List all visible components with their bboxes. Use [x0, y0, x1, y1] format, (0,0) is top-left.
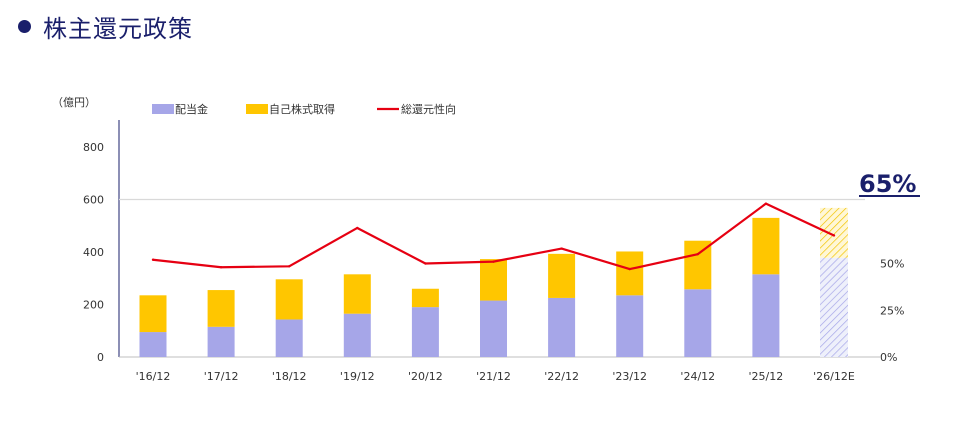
y-left-tick-label: 400 — [83, 246, 104, 259]
bar-dividend — [411, 307, 439, 357]
bar-dividend — [616, 295, 644, 357]
y-left-tick-label: 800 — [83, 141, 104, 154]
bar-buyback — [275, 279, 303, 320]
title-bullet-icon — [18, 19, 31, 33]
y-left-tick-label: 0 — [97, 351, 104, 364]
bar-dividend — [752, 274, 780, 357]
line-point — [764, 202, 768, 205]
line-layer — [151, 202, 836, 271]
line-point — [356, 226, 359, 230]
bar-dividend — [343, 313, 371, 357]
bar-dividend — [548, 297, 576, 357]
legend-buyback-swatch — [246, 104, 268, 114]
legend-dividend-label: 配当金 — [175, 102, 208, 116]
bar-buyback — [616, 251, 644, 296]
bar-buyback — [548, 253, 576, 298]
y-right-tick-label: 0% — [880, 351, 897, 364]
bars-layer — [139, 207, 848, 357]
x-tick-label: '16/12 — [136, 370, 171, 383]
line-point — [560, 247, 563, 250]
line-point — [628, 267, 631, 271]
line-point — [151, 258, 155, 261]
bar-dividend — [820, 257, 848, 357]
legend-dividend-swatch — [152, 104, 174, 114]
highlight-value: 65% — [859, 170, 916, 198]
line-point — [832, 234, 836, 237]
page-title: 株主還元政策 — [18, 8, 193, 44]
page-title-text: 株主還元政策 — [43, 14, 193, 43]
line-point — [492, 260, 495, 263]
line-point — [696, 252, 699, 256]
x-tick-label: '24/12 — [680, 370, 715, 383]
line-point — [424, 262, 427, 265]
x-tick-label: '17/12 — [204, 370, 239, 383]
x-tick-label: '26/12E — [813, 370, 855, 383]
bar-dividend — [480, 300, 507, 357]
x-tick-label: '22/12 — [544, 370, 579, 383]
x-tick-label: '25/12 — [749, 370, 784, 383]
x-tick-label: '21/12 — [476, 370, 511, 383]
bar-dividend — [275, 319, 303, 357]
bar-buyback — [207, 290, 235, 327]
bar-buyback — [343, 274, 371, 314]
bar-buyback — [480, 259, 507, 301]
y-right-tick-label: 25% — [880, 304, 904, 317]
unit-label: （億円） — [52, 96, 96, 109]
line-point — [219, 266, 223, 269]
x-tick-label: '19/12 — [340, 370, 375, 383]
legend-payout-ratio-label: 総還元性向 — [401, 102, 456, 116]
line-point — [288, 265, 291, 268]
bar-buyback — [139, 295, 167, 333]
bar-buyback — [411, 288, 439, 308]
x-tick-label: '20/12 — [408, 370, 443, 383]
bar-dividend — [684, 289, 712, 357]
bar-dividend — [207, 326, 235, 357]
bar-dividend — [139, 332, 167, 357]
legend-buyback-label: 自己株式取得 — [269, 102, 335, 116]
y-right-tick-label: 50% — [880, 258, 904, 271]
bar-buyback — [820, 207, 848, 258]
labels-layer: 0 200 400 600 800 （億円） 0% 25% 50% '16/12 '17/12 '18… — [52, 96, 920, 383]
x-tick-label: '18/12 — [272, 370, 307, 383]
bar-buyback — [752, 217, 780, 275]
x-tick-label: '23/12 — [612, 370, 647, 383]
y-left-tick-label: 600 — [83, 194, 104, 207]
y-left-tick-label: 200 — [83, 299, 104, 312]
